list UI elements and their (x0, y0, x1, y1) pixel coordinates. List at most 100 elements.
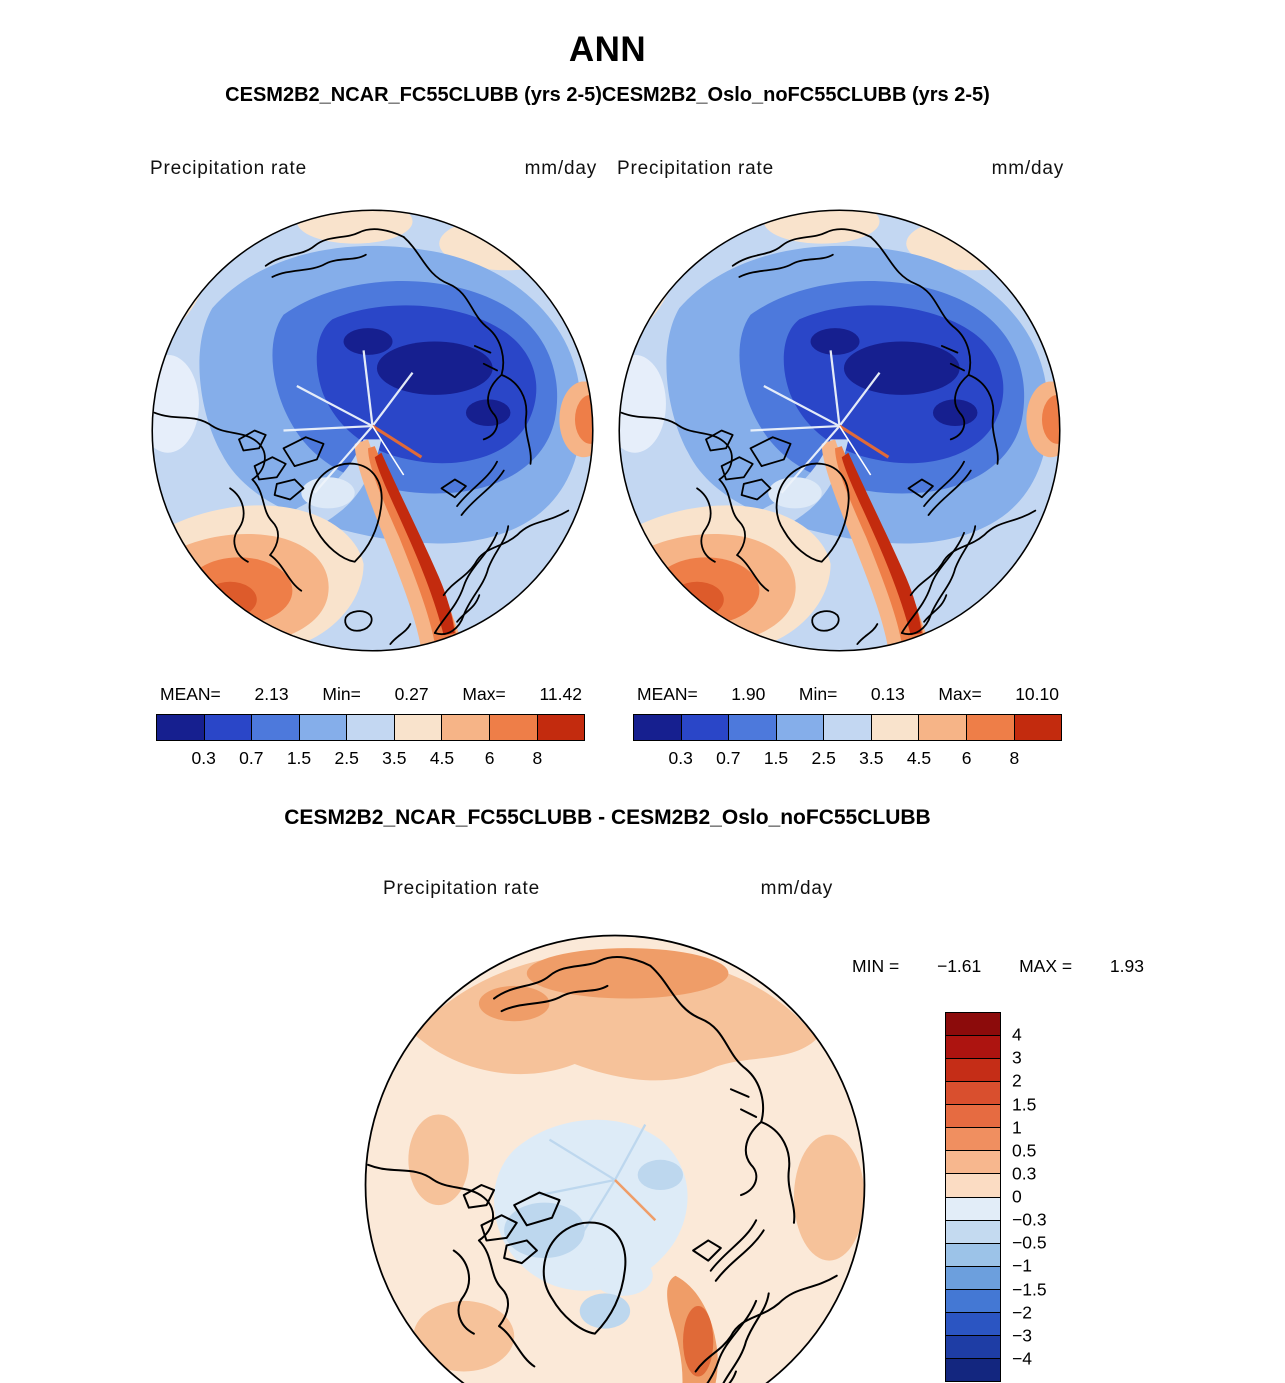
colorbar-segment (251, 715, 299, 740)
tick-label: 2 (1012, 1070, 1022, 1091)
tick-label: 6 (961, 748, 972, 768)
min-value: 0.13 (870, 684, 905, 704)
panel-left-stats: MEAN= 2.13 Min= 0.27 Max= 11.42 (160, 684, 582, 705)
colorbar-segment (488, 715, 537, 740)
colorbar-tick-labels: 4 3 2 1.5 1 0.5 0.3 0 −0.3 −0.5 −1 −1.5 −2 −3 −4 (945, 1012, 1047, 1382)
colorbar-segment (946, 1357, 1000, 1381)
min-label: MIN = (852, 956, 900, 976)
main-title: ANN (568, 30, 647, 69)
field-label: Precipitation rate (383, 878, 540, 899)
colorbar-segment (946, 1196, 1000, 1220)
colorbar-segment (946, 1311, 1000, 1335)
panel-right-header: Precipitation rate mm/day (617, 158, 1064, 180)
colorbar-segment (946, 1288, 1000, 1312)
tick-label: 4.5 (429, 748, 455, 768)
tick-label: 4 (1012, 1024, 1022, 1045)
tick-label: 1 (1012, 1117, 1022, 1138)
polar-map-difference (364, 934, 866, 1383)
colorbar-segment (728, 715, 776, 740)
min-label: Min= (798, 684, 838, 704)
tick-label: 6 (484, 748, 495, 768)
colorbar-segment (298, 715, 347, 740)
tick-label: −2 (1012, 1302, 1032, 1323)
tick-label: 3.5 (382, 748, 407, 768)
colorbar-segment (946, 1265, 1000, 1289)
polar-map-left (151, 209, 594, 652)
colorbar-segment (946, 1219, 1000, 1243)
units-label: mm/day (991, 158, 1064, 179)
colorbar-segment (1013, 715, 1062, 740)
tick-label: 0.7 (716, 748, 741, 768)
colorbar-tick-labels: 0.3 0.7 1.5 2.5 3.5 4.5 6 8 (633, 741, 1062, 768)
panel-right-stats: MEAN= 1.90 Min= 0.13 Max= 10.10 (637, 684, 1059, 705)
colorbar-segments (633, 714, 1062, 741)
max-label: Max= (462, 684, 506, 704)
tick-label: 1.5 (1012, 1094, 1037, 1114)
panel-diff-header: Precipitation rate mm/day (383, 878, 833, 900)
colorbar-segment (870, 715, 919, 740)
colorbar-segment (393, 715, 442, 740)
min-value: 0.27 (394, 684, 429, 704)
max-value: 10.10 (1015, 684, 1059, 704)
max-value: 1.93 (1109, 956, 1144, 976)
tick-label: 0 (1012, 1186, 1022, 1207)
tick-label: −1 (1012, 1255, 1032, 1276)
colorbar-segment (946, 1058, 1000, 1082)
units-label: mm/day (524, 158, 597, 179)
tick-label: 3.5 (859, 748, 884, 768)
colorbar-segment (203, 715, 252, 740)
tick-label: 1.5 (763, 748, 789, 768)
mean-label: MEAN= (160, 684, 221, 704)
field-label: Precipitation rate (617, 158, 774, 179)
tick-label: −0.3 (1012, 1209, 1047, 1230)
colorbar-segment (946, 1013, 1000, 1036)
tick-label: 1.5 (286, 748, 312, 768)
difference-title: CESM2B2_NCAR_FC55CLUBB - CESM2B2_Oslo_no… (284, 806, 931, 829)
min-value: −1.61 (936, 956, 982, 976)
field-label: Precipitation rate (150, 158, 307, 179)
tick-label: 0.3 (191, 748, 216, 768)
colorbar-segment (946, 1150, 1000, 1174)
diff-colorbar: 4 3 2 1.5 1 0.5 0.3 0 −0.3 −0.5 −1 −1.5 −2 −3 −4 (945, 1012, 1047, 1382)
colorbar-segment (346, 715, 394, 740)
tick-label: 8 (532, 748, 543, 768)
tick-label: −0.5 (1012, 1232, 1047, 1253)
tick-label: −3 (1012, 1325, 1032, 1346)
colorbar-segment (946, 1035, 1000, 1059)
map-border-circle (618, 209, 1061, 652)
diff-minmax: MIN = −1.61 MAX = 1.93 (852, 956, 1144, 977)
tick-label: −4 (1012, 1348, 1032, 1369)
max-value: 11.42 (539, 684, 582, 704)
colorbar-segments (945, 1012, 1001, 1382)
precip-colorbar-right: 0.3 0.7 1.5 2.5 3.5 4.5 6 8 (633, 714, 1062, 768)
colorbar-segment (946, 1242, 1000, 1266)
panel-left-header: Precipitation rate mm/day (150, 158, 597, 180)
precip-colorbar-left: 0.3 0.7 1.5 2.5 3.5 4.5 6 8 (156, 714, 585, 768)
tick-label: 4.5 (906, 748, 932, 768)
colorbar-segment (775, 715, 824, 740)
tick-label: 8 (1009, 748, 1020, 768)
colorbar-segment (536, 715, 585, 740)
map-border-circle (364, 934, 866, 1383)
subtitle: CESM2B2_NCAR_FC55CLUBB (yrs 2-5)CESM2B2_… (225, 84, 990, 106)
colorbar-segment (946, 1127, 1000, 1151)
colorbar-tick-labels: 0.3 0.7 1.5 2.5 3.5 4.5 6 8 (156, 741, 585, 768)
colorbar-segment (634, 715, 681, 740)
colorbar-segment (946, 1173, 1000, 1197)
tick-label: 2.5 (811, 748, 836, 768)
tick-label: 3 (1012, 1047, 1022, 1068)
colorbar-segment (441, 715, 489, 740)
tick-label: −1.5 (1012, 1279, 1047, 1299)
colorbar-segment (157, 715, 204, 740)
map-border-circle (151, 209, 594, 652)
polar-map-right (618, 209, 1061, 652)
colorbar-segment (680, 715, 729, 740)
max-label: Max= (938, 684, 982, 704)
tick-label: 0.5 (1012, 1140, 1037, 1161)
colorbar-segment (823, 715, 871, 740)
tick-label: 0.3 (668, 748, 693, 768)
colorbar-segment (946, 1104, 1000, 1128)
colorbar-segments (156, 714, 585, 741)
tick-label: 2.5 (334, 748, 359, 768)
